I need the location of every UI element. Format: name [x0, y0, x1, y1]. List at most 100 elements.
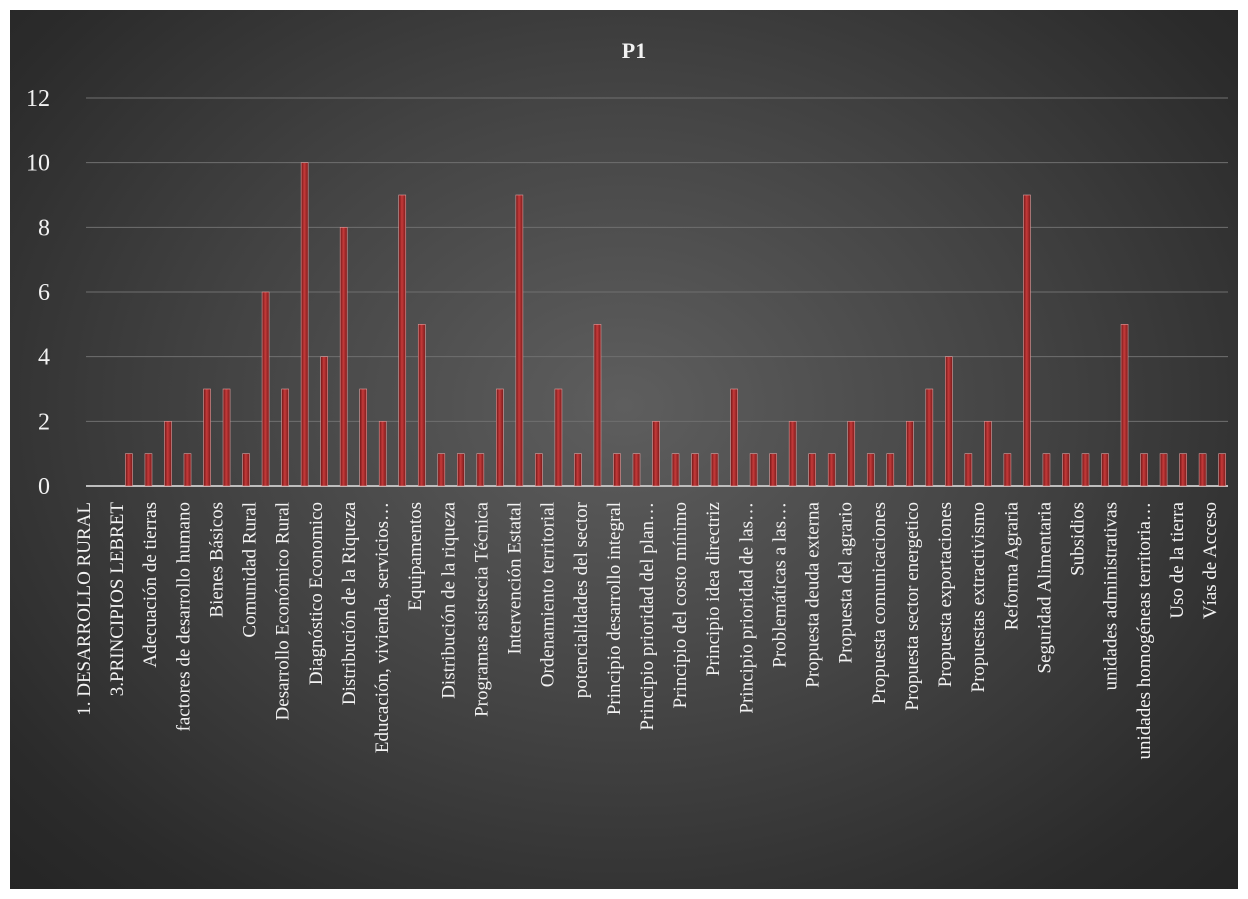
x-tick-label: Principio prioridad de las…: [736, 502, 757, 714]
bar: [1081, 453, 1090, 487]
bar: [906, 421, 914, 487]
bar: [1218, 453, 1226, 487]
x-tick-label: Vías de Acceso: [1200, 502, 1221, 619]
x-tick-label: Seguridad Alimentaria: [1034, 501, 1055, 673]
bar: [1062, 453, 1070, 487]
bar: [144, 453, 153, 487]
x-tick-label: Propuesta exportaciones: [935, 502, 956, 687]
chart-area: P1 0 2 4 6 8 10 12 1. DESARROLLO RURAL 3.PRINCI…: [10, 10, 1238, 889]
bar: [554, 388, 563, 487]
x-tick-label: Equipamentos: [405, 502, 426, 611]
y-tick-label: 0: [38, 474, 50, 500]
bar: [691, 453, 699, 487]
x-tick-label: Propuestas extractivismo: [968, 502, 989, 693]
bar: [788, 421, 797, 487]
bar: [261, 291, 270, 487]
x-tick-label: Principio prioridad del plan…: [637, 502, 658, 730]
x-tick-label: factores de desarrollo humano: [173, 502, 194, 732]
x-tick-label: Propuesta del agrario: [836, 502, 857, 663]
bar: [515, 194, 524, 487]
bar: [613, 453, 621, 487]
bar: [1042, 453, 1051, 487]
bar: [671, 453, 680, 487]
chart-title: P1: [622, 38, 646, 63]
x-tick-label: Bienes Básicos: [206, 502, 227, 618]
x-tick-label: Propuesta deuda externa: [803, 501, 824, 687]
x-tick-label: Distribución de la Riqueza: [339, 501, 360, 705]
x-axis: 1. DESARROLLO RURAL 3.PRINCIPIOS LEBRET Ad…: [74, 501, 1221, 759]
x-tick-label: Reforma Agraria: [1001, 501, 1022, 630]
bar: [359, 388, 368, 487]
x-tick-label: Principio del costo mínimo: [670, 502, 691, 708]
bar: [222, 388, 231, 487]
x-tick-label: Adecuación de tierras: [140, 502, 161, 668]
bar: [1140, 453, 1148, 487]
bar: [593, 324, 602, 487]
y-tick-label: 4: [38, 345, 50, 371]
x-tick-label: Programas asistecia Técnica: [471, 501, 492, 716]
x-tick-label: Uso de la tierra: [1167, 501, 1188, 618]
bar: [730, 388, 738, 487]
bar: [164, 421, 172, 487]
bar: [1101, 453, 1109, 487]
y-tick-label: 2: [38, 409, 50, 435]
x-tick-label: 1. DESARROLLO RURAL: [74, 502, 95, 716]
bar-chart: P1 0 2 4 6 8 10 12 1. DESARROLLO RURAL 3.PRINCI…: [26, 38, 1228, 759]
bar: [300, 162, 309, 487]
y-tick-label: 8: [38, 215, 50, 241]
x-tick-label: Problemáticas a las…: [769, 502, 790, 668]
bar: [1159, 453, 1168, 487]
x-tick-label: unidades homogéneas territoria…: [1134, 502, 1155, 759]
bar: [1023, 194, 1031, 487]
bar: [1198, 453, 1207, 487]
bar: [769, 453, 777, 487]
y-tick-label: 10: [26, 151, 50, 177]
x-tick-label: 3.PRINCIPIOS LEBRET: [107, 502, 128, 697]
bar: [457, 453, 465, 487]
bar: [984, 421, 992, 487]
x-tick-label: Educación, vivienda, servicios…: [372, 502, 393, 753]
bar: [496, 388, 504, 487]
y-axis: 0 2 4 6 8 10 12: [26, 86, 50, 500]
x-tick-label: Comunidad Rural: [240, 502, 261, 638]
bar: [203, 388, 211, 487]
bar: [847, 421, 856, 487]
x-tick-label: Distribución de la riqueza: [438, 501, 459, 698]
bar: [964, 453, 973, 487]
bar: [476, 453, 485, 487]
bar: [652, 421, 660, 487]
bar: [417, 324, 426, 487]
bar: [281, 388, 289, 487]
bars: [125, 162, 1226, 487]
x-tick-label: unidades administrativas: [1101, 502, 1122, 690]
bar: [749, 453, 758, 487]
x-tick-label: Principio idea directriz: [703, 502, 724, 676]
bar: [242, 453, 250, 487]
x-tick-label: Propuesta sector energetico: [902, 502, 923, 711]
bar: [827, 453, 836, 487]
bar: [574, 453, 582, 487]
bar: [398, 194, 407, 487]
x-tick-label: Ordenamiento territorial: [538, 502, 559, 687]
bar: [320, 356, 328, 487]
x-tick-label: potencialidades del sector: [571, 501, 592, 698]
x-tick-label: Propuesta comunicaciones: [869, 502, 890, 704]
bar: [945, 356, 953, 487]
bar: [535, 453, 543, 487]
bar: [710, 453, 719, 487]
bar: [866, 453, 875, 487]
x-tick-label: Principio desarrollo integral: [604, 502, 625, 715]
x-tick-label: Subsidios: [1068, 502, 1089, 576]
bar: [183, 453, 192, 487]
bar: [1120, 324, 1129, 487]
bar: [125, 453, 133, 487]
bar: [437, 453, 446, 487]
x-tick-label: Diagnóstico Economico: [306, 502, 327, 685]
bar: [339, 227, 348, 487]
bar: [632, 453, 641, 487]
y-tick-label: 6: [38, 280, 50, 306]
x-tick-label: Intervención Estatal: [505, 502, 526, 654]
bar: [925, 388, 934, 487]
bar: [886, 453, 895, 487]
x-tick-label: Desarrollo Económico Rural: [273, 502, 294, 720]
